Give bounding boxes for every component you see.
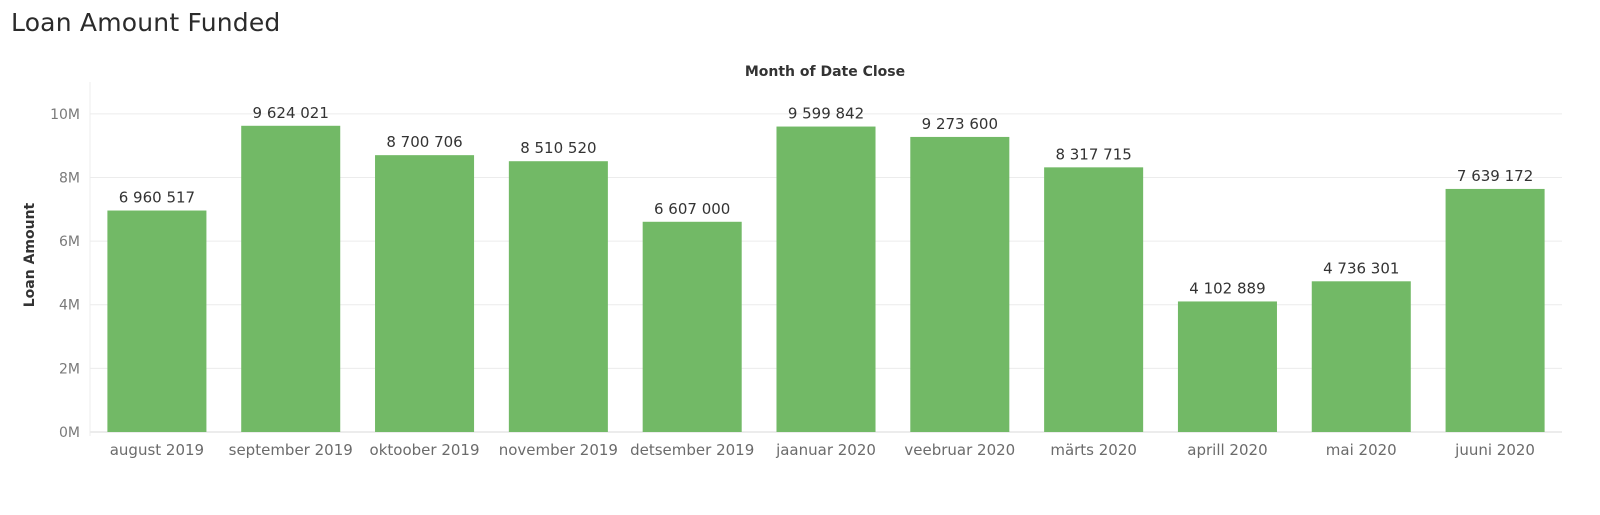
x-tick-label: aprill 2020 — [1187, 441, 1267, 459]
x-tick-label: juuni 2020 — [1454, 441, 1535, 459]
y-tick-label: 10M — [50, 107, 80, 123]
bars — [107, 125, 1545, 433]
x-tick-label: august 2019 — [110, 441, 204, 459]
y-axis-title: Loan Amount — [22, 202, 38, 307]
x-tick-label: jaanuar 2020 — [775, 441, 876, 459]
data-label: 9 273 600 — [922, 115, 998, 133]
bar — [508, 161, 608, 432]
x-axis-ticks: august 2019 september 2019 oktoober 2019 no… — [110, 441, 1535, 459]
x-tick-label: oktoober 2019 — [370, 441, 480, 459]
bar — [1445, 188, 1545, 432]
data-label: 9 624 021 — [253, 104, 329, 122]
data-labels: 6 960 517 9 624 021 8 700 706 8 510 520 6 60… — [119, 104, 1534, 298]
chart-title: Loan Amount Funded — [11, 8, 281, 37]
x-tick-label: veebruar 2020 — [904, 441, 1015, 459]
data-label: 4 736 301 — [1323, 259, 1399, 277]
data-label: 6 960 517 — [119, 189, 195, 207]
data-label: 8 317 715 — [1055, 145, 1131, 163]
bar — [1177, 301, 1277, 432]
y-tick-label: 0M — [59, 425, 80, 441]
y-tick-label: 4M — [59, 298, 80, 314]
data-label: 4 102 889 — [1189, 279, 1265, 297]
bar — [107, 210, 207, 432]
bar — [1044, 167, 1144, 432]
bar — [910, 136, 1010, 432]
data-label: 9 599 842 — [788, 105, 864, 123]
x-tick-label: märts 2020 — [1050, 441, 1137, 459]
x-tick-label: september 2019 — [229, 441, 353, 459]
data-label: 8 700 706 — [386, 133, 462, 151]
y-axis-ticks: 0M 2M 4M 6M 8M 10M — [50, 107, 80, 441]
x-axis-title: Month of Date Close — [745, 64, 905, 80]
bar — [776, 126, 876, 433]
x-tick-label: mai 2020 — [1326, 441, 1397, 459]
y-tick-label: 6M — [59, 234, 80, 250]
x-tick-label: detsember 2019 — [630, 441, 754, 459]
bar — [375, 155, 475, 432]
bar — [241, 125, 341, 432]
data-label: 8 510 520 — [520, 139, 596, 157]
data-label: 7 639 172 — [1457, 167, 1533, 185]
bar — [1311, 281, 1411, 432]
y-tick-label: 2M — [59, 361, 80, 377]
data-label: 6 607 000 — [654, 200, 730, 218]
bar — [642, 221, 742, 432]
y-tick-label: 8M — [59, 170, 80, 186]
x-tick-label: november 2019 — [499, 441, 618, 459]
